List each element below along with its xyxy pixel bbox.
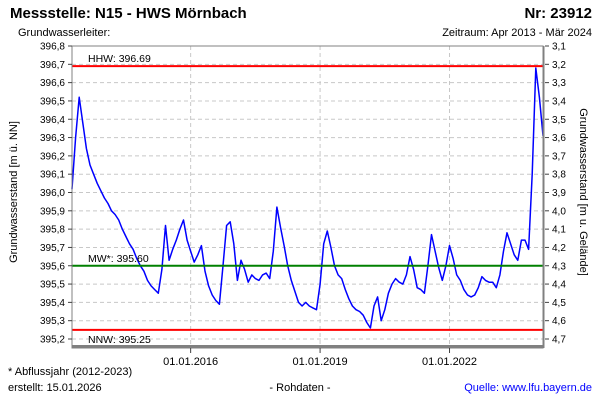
y-axis-tick-label-left: 395,8 — [40, 225, 65, 236]
hhw-label: HHW: 396.69 — [88, 53, 151, 65]
y-axis-tick-label-right: 3,6 — [552, 133, 566, 144]
y-axis-tick-label-right: 3,8 — [552, 170, 566, 181]
y-axis-tick-label-right: 3,5 — [552, 115, 566, 126]
y-axis-tick-label-left: 396,8 — [40, 42, 65, 53]
y-axis-tick-label-right: 3,4 — [552, 96, 566, 107]
y-axis-tick-label-right: 4,4 — [552, 280, 566, 291]
y-axis-tick-label-left: 395,7 — [40, 243, 65, 254]
y-axis-tick-label-left: 396,1 — [40, 170, 65, 181]
station-title: Messstelle: N15 - HWS Mörnbach — [10, 5, 247, 22]
y-axis-tick-label-right: 4,2 — [552, 243, 566, 254]
y-axis-tick-label-left: 396,0 — [40, 188, 65, 199]
y-axis-tick-label-right: 3,9 — [552, 188, 566, 199]
y-axis-tick-label-left: 396,7 — [40, 60, 65, 71]
x-axis-tick-label: 01.01.2019 — [293, 356, 348, 368]
mw-label: MW*: 395.60 — [88, 253, 149, 265]
data-line — [71, 67, 544, 329]
y-axis-tick-label-right: 4,3 — [552, 261, 566, 272]
y-axis-tick-label-left: 395,3 — [40, 316, 65, 327]
y-axis-tick-label-left: 395,5 — [40, 280, 65, 291]
raw-data-label: - Rohdaten - — [269, 382, 331, 394]
y-axis-tick-label-right: 4,1 — [552, 225, 566, 236]
y-axis-tick-label-left: 396,4 — [40, 115, 65, 126]
y-axis-tick-label-left: 395,2 — [40, 335, 65, 346]
source-link[interactable]: Quelle: www.lfu.bayern.de — [464, 382, 592, 394]
y-axis-tick-label-right: 4,6 — [552, 316, 566, 327]
aquifer-label: Grundwasserleiter: — [18, 27, 111, 39]
hydrological-year-footnote: * Abflussjahr (2012-2023) — [8, 366, 133, 378]
y-axis-tick-label-right: 4,7 — [552, 335, 566, 346]
y-axis-tick-label-left: 395,9 — [40, 206, 65, 217]
y-axis-tick-label-left: 396,6 — [40, 78, 65, 89]
y-axis-tick-label-left: 396,5 — [40, 96, 65, 107]
y-axis-tick-label-right: 4,5 — [552, 298, 566, 309]
y-axis-tick-label-right: 3,7 — [552, 151, 566, 162]
y-axis-tick-label-left: 396,3 — [40, 133, 65, 144]
period-label: Zeitraum: Apr 2013 - Mär 2024 — [442, 27, 592, 39]
y-axis-tick-label-left: 395,6 — [40, 261, 65, 272]
x-axis-tick-label: 01.01.2016 — [163, 356, 218, 368]
y-axis-tick-label-left: 396,2 — [40, 151, 65, 162]
created-date-label: erstellt: 15.01.2026 — [8, 382, 102, 394]
x-axis-tick-label: 01.01.2022 — [422, 356, 477, 368]
y-axis-tick-label-right: 3,1 — [552, 42, 566, 53]
y-axis-tick-label-right: 4,0 — [552, 206, 566, 217]
y-axis-tick-label-right: 3,3 — [552, 78, 566, 89]
station-number: Nr: 23912 — [524, 5, 592, 22]
nnw-label: NNW: 395.25 — [88, 334, 151, 346]
y-axis-tick-label-right: 3,2 — [552, 60, 566, 71]
y-axis-tick-label-left: 395,4 — [40, 298, 65, 309]
